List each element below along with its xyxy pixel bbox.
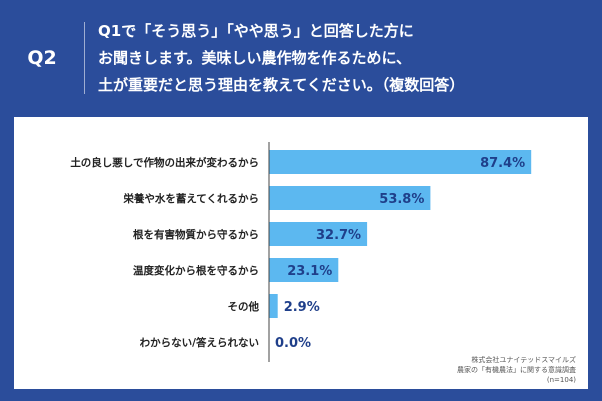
bar (269, 258, 339, 282)
category-label: 根を有害物質から守るから (133, 228, 259, 241)
bar (269, 294, 278, 318)
category-label: 温度変化から根を守るから (133, 264, 259, 277)
question-line-3: 土が重要だと思う理由を教えてください。（複数回答） (98, 76, 465, 94)
category-label: 土の良し悪しで作物の出来が変わるから (70, 156, 259, 169)
value-label: 53.8% (379, 192, 424, 207)
source-survey: 農家の「有機農法」に関する意識調査 (457, 366, 576, 374)
question-header: Q2 Q1で「そう思う」「やや思う」と回答した方に お聞きします。美味しい農作物… (0, 0, 602, 116)
source-company: 株式会社ユナイテッドスマイルズ (471, 356, 576, 364)
chart-panel: 土の良し悪しで作物の出来が変わるから 87.4% 栄養や水を蓄えてくれるから 53.8… (14, 117, 588, 389)
source-sample-size: (n=104) (546, 376, 576, 384)
category-label: わからない/答えられない (140, 336, 259, 349)
question-line-2: お聞きします。美味しい農作物を作るために、 (98, 49, 412, 67)
question-line-1: Q1で「そう思う」「やや思う」と回答した方に (98, 22, 414, 40)
value-label: 0.0% (275, 336, 311, 351)
value-label: 87.4% (480, 156, 525, 171)
bar (269, 150, 532, 174)
value-label: 2.9% (284, 300, 320, 315)
bar-chart: 土の良し悪しで作物の出来が変わるから 87.4% 栄養や水を蓄えてくれるから 53.8… (70, 142, 532, 362)
question-number: Q2 (0, 22, 85, 94)
bar (269, 186, 431, 210)
category-label: その他 (228, 300, 260, 313)
source-note: 株式会社ユナイテッドスマイルズ 農家の「有機農法」に関する意識調査 (n=104… (457, 355, 576, 385)
value-label: 23.1% (287, 264, 332, 279)
category-label: 栄養や水を蓄えてくれるから (122, 192, 259, 205)
question-text: Q1で「そう思う」「やや思う」と回答した方に お聞きします。美味しい農作物を作る… (98, 18, 594, 99)
value-label: 32.7% (316, 228, 361, 243)
bar (269, 222, 368, 246)
